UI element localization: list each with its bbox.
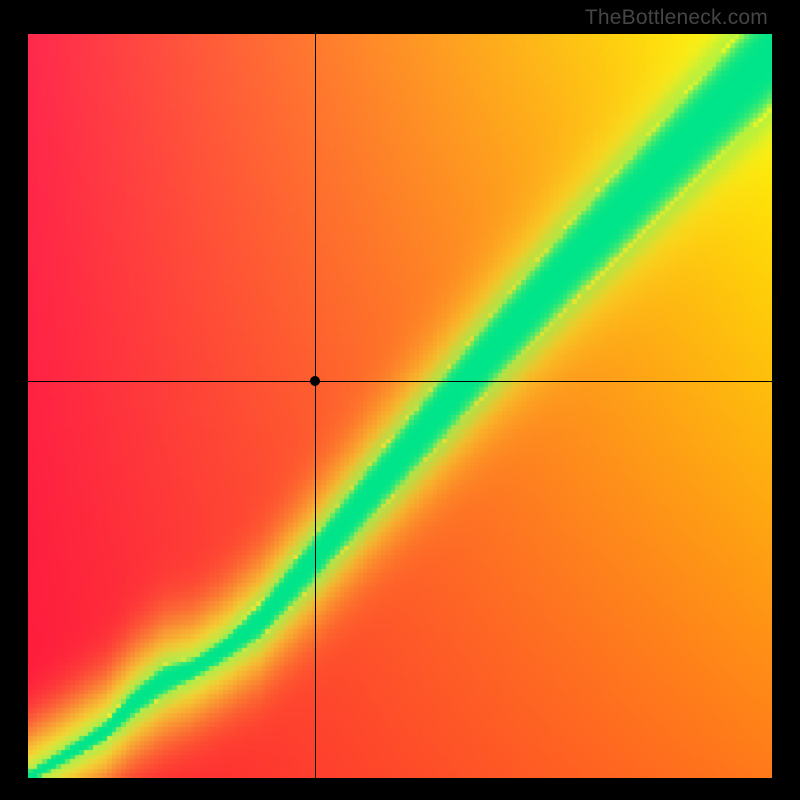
crosshair-vertical <box>315 34 316 778</box>
watermark-text: TheBottleneck.com <box>585 6 768 30</box>
heatmap-canvas <box>28 34 772 778</box>
chart-area <box>28 34 772 778</box>
crosshair-horizontal <box>28 381 772 382</box>
marker-dot <box>310 376 320 386</box>
